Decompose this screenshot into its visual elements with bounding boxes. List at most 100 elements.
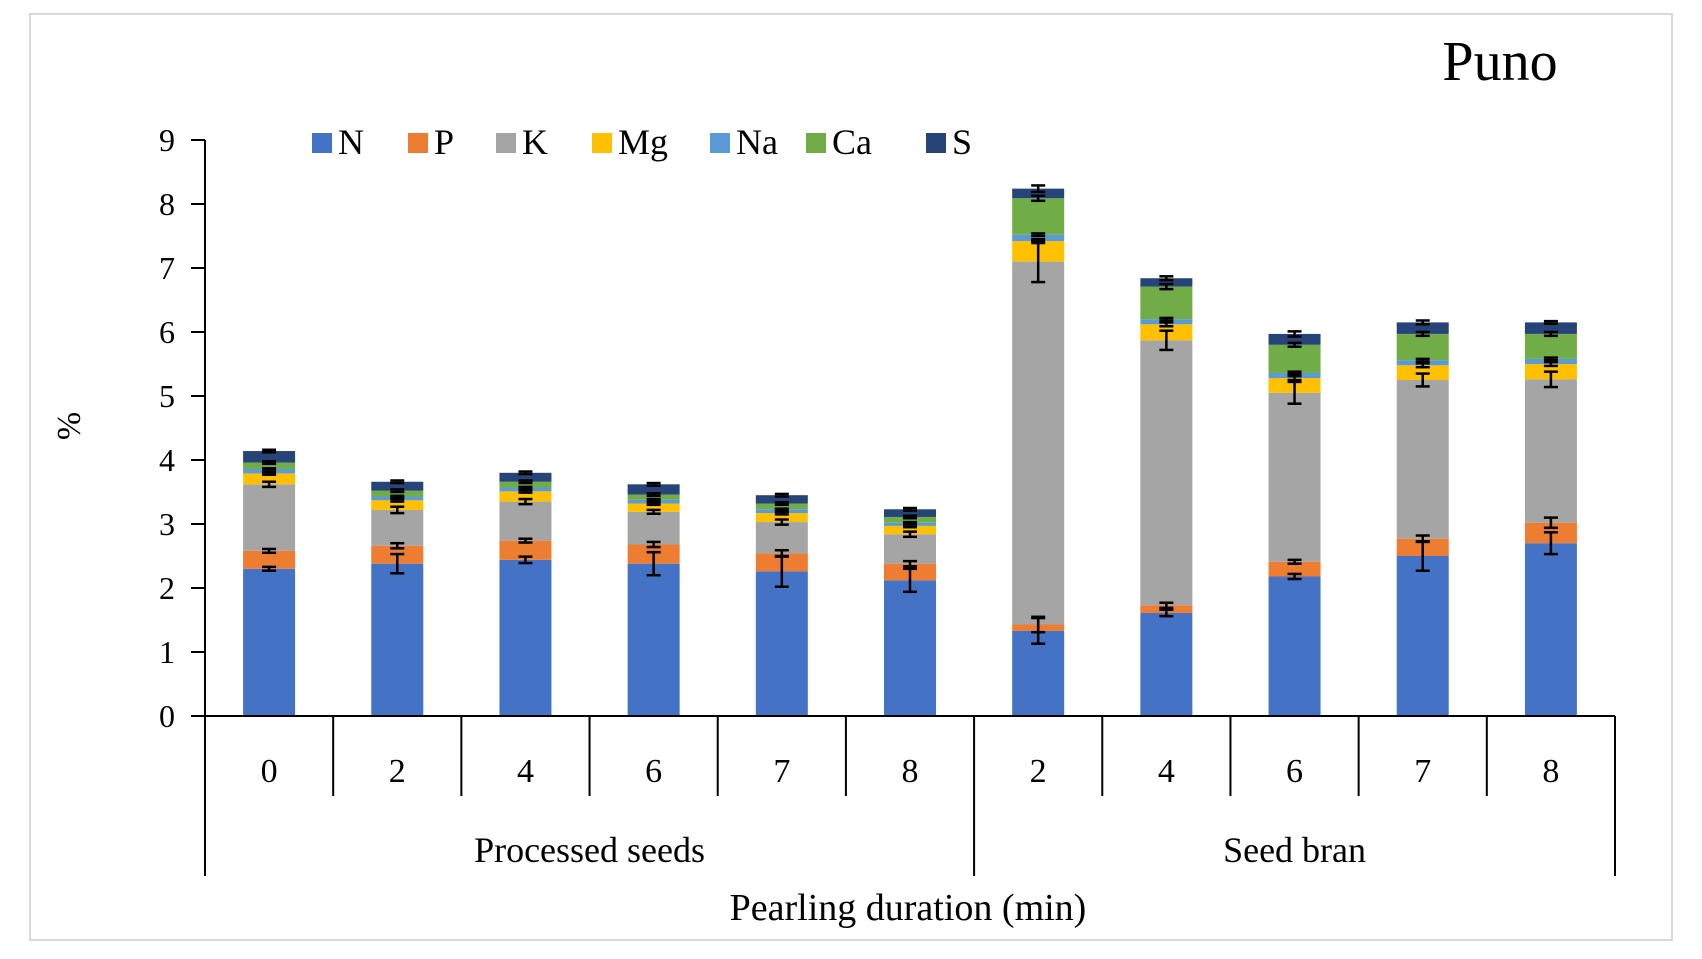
x-tick-label: 7	[1414, 753, 1431, 790]
error-bar-mg	[1159, 321, 1174, 328]
bar-segment-mg	[243, 473, 296, 485]
error-bar-p	[774, 548, 789, 558]
bar-segment-ca	[1396, 333, 1449, 361]
group-label: Seed bran	[1223, 830, 1366, 870]
x-axis-title: Pearling duration (min)	[730, 887, 1087, 929]
bar-segment-k	[627, 511, 680, 545]
legend-swatch-mg	[592, 133, 612, 153]
bar-segment-k	[371, 509, 424, 546]
error-bar-mg	[262, 470, 277, 476]
bar-segment-ca	[1268, 344, 1321, 373]
x-tick-label: 0	[261, 753, 278, 790]
x-tick-label: 6	[1286, 753, 1303, 790]
bar-segment-mg	[627, 503, 680, 512]
error-bar-na	[262, 467, 277, 471]
legend-label-n: N	[338, 122, 364, 162]
y-axis-label: %	[51, 412, 88, 440]
error-bar-s	[646, 481, 661, 487]
error-bar-ca	[646, 492, 661, 498]
bar-segment-mg	[371, 500, 424, 510]
error-bar-ca	[390, 488, 405, 494]
bar-segment-p	[1268, 561, 1321, 577]
error-bar-k	[1287, 380, 1302, 405]
error-bar-mg	[390, 497, 405, 503]
error-bar-p	[1031, 615, 1046, 634]
legend: N P K Mg Na Ca S	[312, 122, 972, 162]
bar-segment-ca	[884, 516, 936, 523]
bar-segment-ca	[627, 494, 680, 500]
error-bar-na	[390, 494, 405, 499]
error-bar-n	[518, 555, 533, 565]
error-bar-k	[646, 508, 661, 516]
error-bar-k	[903, 530, 917, 539]
error-bar-p	[1159, 601, 1174, 610]
error-bar-k	[262, 480, 277, 489]
bar-segment-s	[1396, 322, 1449, 334]
error-bar-s	[1415, 319, 1430, 326]
error-bar-s	[390, 479, 405, 485]
error-bar-ca	[262, 460, 277, 466]
bar-segment-s	[1524, 322, 1577, 334]
y-axis: 0 1 2 3 4 5 6 7 8 9	[159, 122, 206, 734]
x-tick-label: 6	[645, 753, 662, 790]
bar-segment-n	[1524, 543, 1577, 716]
x-axis: 0 2 4 6 7 8 2 4 6 7 8 Processed seeds Seed bran	[204, 715, 1616, 876]
error-bar-p	[390, 541, 405, 550]
chart-title: Puno	[1442, 31, 1557, 93]
error-bar-na	[903, 520, 917, 525]
y-tick-label: 2	[159, 570, 175, 606]
bar-segment-s	[1268, 333, 1321, 345]
bar-segment-k	[884, 534, 936, 564]
legend-swatch-na	[710, 133, 730, 153]
error-bar-s	[518, 470, 533, 476]
error-bar-ca	[1159, 282, 1174, 291]
error-bar-n	[390, 552, 405, 575]
bar-segment-k	[1268, 392, 1321, 562]
error-bar-s	[774, 492, 789, 498]
bar-segment-k	[1524, 379, 1577, 523]
legend-label-p: P	[434, 122, 454, 162]
y-tick-label: 1	[159, 634, 175, 670]
bar-segment-ca	[1140, 286, 1193, 320]
bar-segment-n	[884, 580, 936, 716]
error-bar-p	[903, 559, 917, 568]
bar-segment-p	[499, 540, 552, 560]
error-bar-ca	[903, 514, 917, 520]
x-tick-label: 8	[902, 753, 919, 790]
error-bar-k	[774, 518, 789, 526]
error-bar-na	[646, 497, 661, 502]
error-bar-s	[1159, 275, 1174, 282]
error-bar-mg	[1543, 360, 1558, 368]
error-bar-na	[1159, 316, 1174, 322]
error-bar-na	[1287, 370, 1302, 376]
x-tick-label: 8	[1542, 753, 1559, 790]
error-bar-n	[1159, 608, 1174, 618]
bar-segment-k	[1012, 261, 1065, 625]
error-bar-mg	[1031, 237, 1046, 245]
bar-segment-na	[1012, 234, 1065, 242]
y-tick-label: 3	[159, 506, 175, 542]
error-bar-p	[518, 537, 533, 544]
bar-segment-mg	[755, 513, 808, 523]
error-bar-ca	[774, 500, 789, 507]
y-tick-label: 5	[159, 378, 175, 414]
error-bar-p	[1415, 534, 1430, 544]
bar-segment-ca	[243, 462, 296, 469]
bar-segment-k	[243, 484, 296, 551]
y-tick-label: 4	[159, 442, 175, 478]
bar-segment-mg	[499, 491, 552, 502]
error-bar-mg	[1287, 374, 1302, 382]
bar-segment-s	[499, 472, 552, 482]
bar-segment-n	[1268, 576, 1321, 716]
group-label: Processed seeds	[474, 830, 705, 870]
bar-segment-n	[627, 563, 680, 716]
error-bar-n	[1543, 531, 1558, 556]
error-bar-ca	[1415, 330, 1430, 338]
bar-segment-s	[1012, 188, 1065, 199]
error-bar-na	[774, 507, 789, 512]
error-bar-mg	[903, 523, 917, 529]
legend-label-s: S	[952, 122, 972, 162]
error-bar-ca	[1287, 341, 1302, 348]
error-bar-n	[903, 567, 917, 594]
